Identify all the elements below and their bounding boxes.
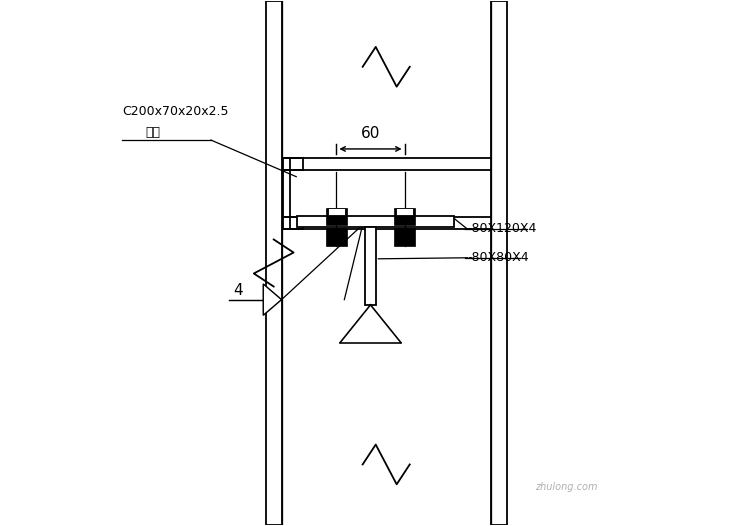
Bar — [394, 228, 415, 246]
Bar — [396, 208, 413, 215]
Text: 墙梁: 墙梁 — [145, 126, 161, 139]
Bar — [394, 208, 415, 225]
Text: zhulong.com: zhulong.com — [536, 482, 598, 492]
Text: 60: 60 — [361, 126, 380, 140]
Bar — [326, 228, 347, 246]
Text: C200x70x20x2.5: C200x70x20x2.5 — [122, 105, 228, 117]
Text: -80X120X4: -80X120X4 — [468, 222, 536, 236]
Text: 4: 4 — [233, 282, 243, 298]
Bar — [297, 216, 454, 227]
Bar — [365, 227, 376, 305]
Polygon shape — [263, 284, 282, 315]
Bar — [326, 208, 347, 225]
Bar — [266, 2, 282, 524]
Text: -80X80X4: -80X80X4 — [468, 251, 529, 264]
Bar — [491, 2, 507, 524]
Bar — [328, 208, 345, 215]
